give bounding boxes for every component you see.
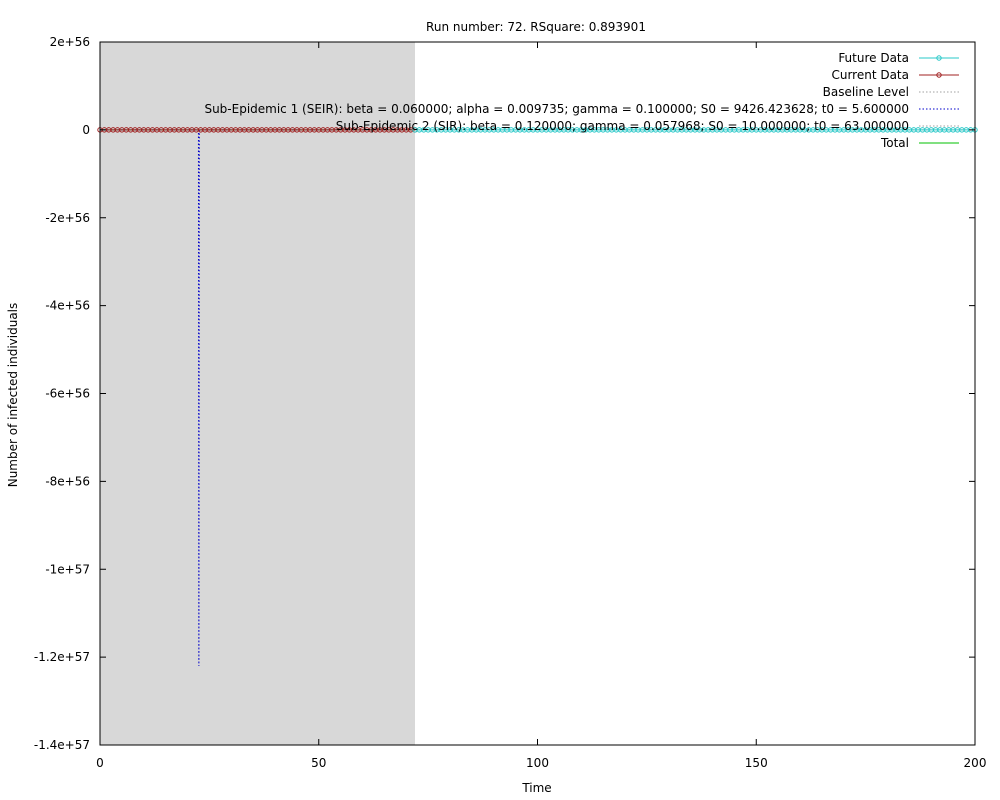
x-tick-label: 200 bbox=[964, 756, 987, 770]
legend-label: Sub-Epidemic 2 (SIR): beta = 0.120000; g… bbox=[336, 119, 909, 133]
y-tick-label: -2e+56 bbox=[45, 211, 90, 225]
legend-label: Sub-Epidemic 1 (SEIR): beta = 0.060000; … bbox=[204, 102, 909, 116]
x-tick-label: 150 bbox=[745, 756, 768, 770]
legend-label: Total bbox=[880, 136, 909, 150]
series-0 bbox=[412, 127, 978, 133]
tick-layer: 0 50 100 150 200 2e+56 0 -2e+56 -4e+56 -6e+56 -8e+… bbox=[34, 35, 987, 770]
legend-label: Baseline Level bbox=[823, 85, 909, 99]
legend-marker bbox=[936, 72, 942, 78]
y-tick-label: 0 bbox=[82, 123, 90, 137]
legend: Future Data Current Data Baseline Level Sub… bbox=[204, 51, 959, 150]
y-tick-label: -8e+56 bbox=[45, 474, 90, 488]
y-tick-label: 2e+56 bbox=[50, 35, 90, 49]
series-layer bbox=[97, 127, 978, 666]
y-axis-label: Number of infected individuals bbox=[6, 303, 20, 488]
y-tick-label: -6e+56 bbox=[45, 387, 90, 401]
series-line bbox=[100, 129, 415, 666]
y-tick-label: -1.4e+57 bbox=[34, 738, 90, 752]
x-tick-label: 100 bbox=[526, 756, 549, 770]
shaded-region bbox=[100, 42, 415, 745]
y-tick-label: -1e+57 bbox=[45, 562, 90, 576]
x-tick-label: 50 bbox=[311, 756, 326, 770]
legend-marker bbox=[936, 55, 942, 61]
y-tick-label: -1.2e+57 bbox=[34, 650, 90, 664]
y-tick-label: -4e+56 bbox=[45, 299, 90, 313]
legend-label: Future Data bbox=[838, 51, 909, 65]
x-tick-label: 0 bbox=[96, 756, 104, 770]
legend-label: Current Data bbox=[831, 68, 909, 82]
chart-title: Run number: 72. RSquare: 0.893901 bbox=[426, 20, 646, 34]
shaded-region-layer bbox=[100, 42, 415, 745]
series-3 bbox=[100, 129, 415, 666]
x-axis-label: Time bbox=[521, 781, 551, 795]
